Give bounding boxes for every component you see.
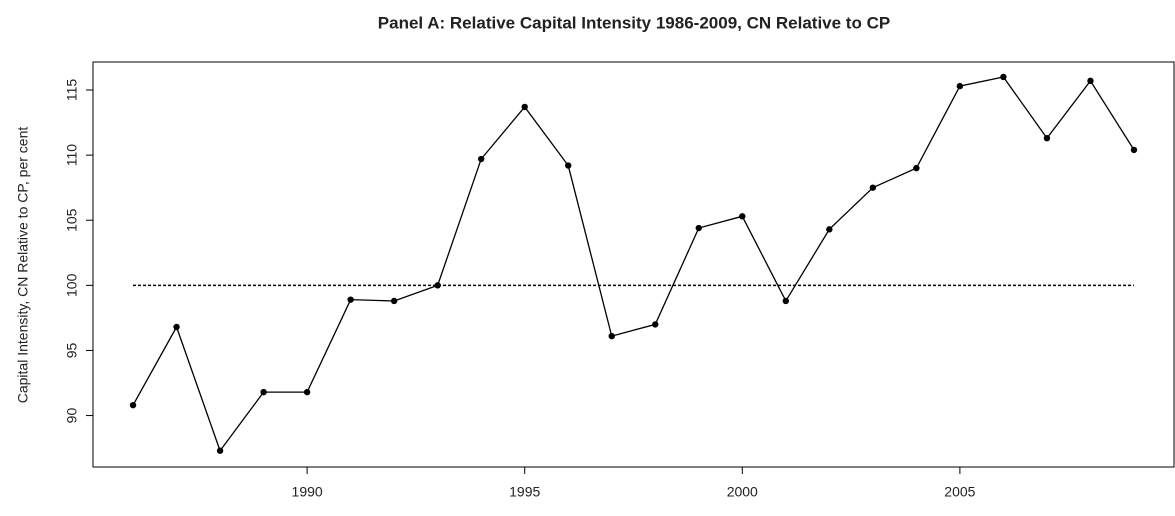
data-point — [695, 224, 702, 232]
chart-title: Panel A: Relative Capital Intensity 1986… — [378, 13, 890, 32]
data-point — [782, 297, 790, 305]
x-tick-label: 2005 — [944, 484, 975, 500]
data-point — [347, 296, 354, 303]
data-point — [1000, 73, 1007, 81]
y-tick-label: 95 — [64, 342, 80, 358]
data-point — [434, 282, 441, 289]
y-tick-label: 115 — [64, 79, 80, 102]
x-tick-label: 2000 — [727, 484, 758, 500]
data-point — [1087, 77, 1094, 85]
data-point — [565, 162, 572, 169]
data-point — [826, 226, 833, 233]
y-tick-label: 110 — [64, 144, 80, 167]
plot-frame — [92, 61, 1175, 468]
data-point — [869, 184, 877, 191]
y-tick-label: 105 — [64, 208, 80, 232]
y-axis-label: Capital Intensity, CN Relative to CP, pe… — [15, 127, 31, 404]
data-point — [739, 213, 746, 220]
data-point — [608, 332, 615, 340]
data-point — [390, 297, 398, 305]
y-tick-label: 90 — [64, 408, 80, 424]
series-line — [132, 76, 1135, 453]
data-point — [303, 388, 311, 396]
y-tick-label: 100 — [64, 273, 80, 297]
data-point — [260, 388, 267, 396]
data-point — [652, 321, 659, 328]
data-point — [956, 82, 964, 90]
data-point — [477, 155, 485, 163]
data-point — [1130, 146, 1138, 154]
data-point — [216, 447, 224, 454]
data-point — [173, 323, 180, 331]
data-point — [913, 164, 920, 172]
x-tick-label: 1990 — [292, 484, 323, 500]
x-tick-label: 1995 — [509, 484, 540, 500]
data-point — [129, 401, 137, 409]
data-point — [521, 103, 528, 111]
data-point — [1043, 134, 1051, 142]
